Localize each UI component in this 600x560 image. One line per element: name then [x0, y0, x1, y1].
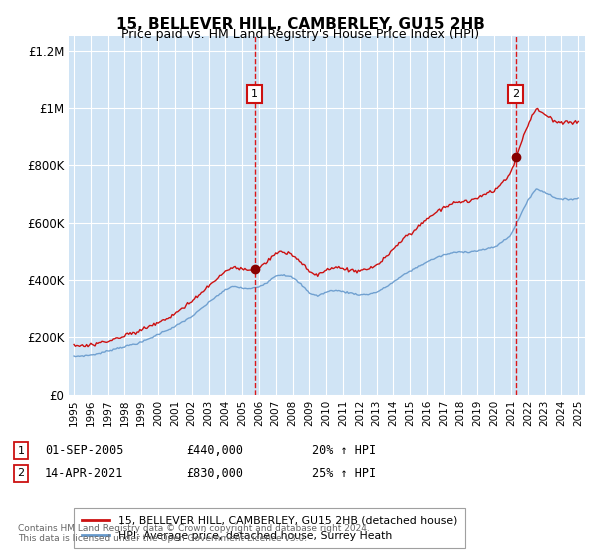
Text: £440,000: £440,000 [186, 444, 243, 458]
Text: 01-SEP-2005: 01-SEP-2005 [45, 444, 124, 458]
Bar [255, 36, 516, 395]
Text: 14-APR-2021: 14-APR-2021 [45, 466, 124, 480]
Text: 25% ↑ HPI: 25% ↑ HPI [312, 466, 376, 480]
Legend: 15, BELLEVER HILL, CAMBERLEY, GU15 2HB (detached house), HPI: Average price, det: 15, BELLEVER HILL, CAMBERLEY, GU15 2HB (… [74, 508, 465, 548]
Text: 15, BELLEVER HILL, CAMBERLEY, GU15 2HB: 15, BELLEVER HILL, CAMBERLEY, GU15 2HB [116, 17, 484, 32]
Text: Price paid vs. HM Land Registry's House Price Index (HPI): Price paid vs. HM Land Registry's House … [121, 28, 479, 41]
Text: 20% ↑ HPI: 20% ↑ HPI [312, 444, 376, 458]
Text: 1: 1 [17, 446, 25, 456]
Text: 1: 1 [251, 88, 258, 99]
Text: £830,000: £830,000 [186, 466, 243, 480]
Text: Contains HM Land Registry data © Crown copyright and database right 2024.
This d: Contains HM Land Registry data © Crown c… [18, 524, 370, 543]
Text: 2: 2 [512, 88, 520, 99]
Text: 2: 2 [17, 468, 25, 478]
